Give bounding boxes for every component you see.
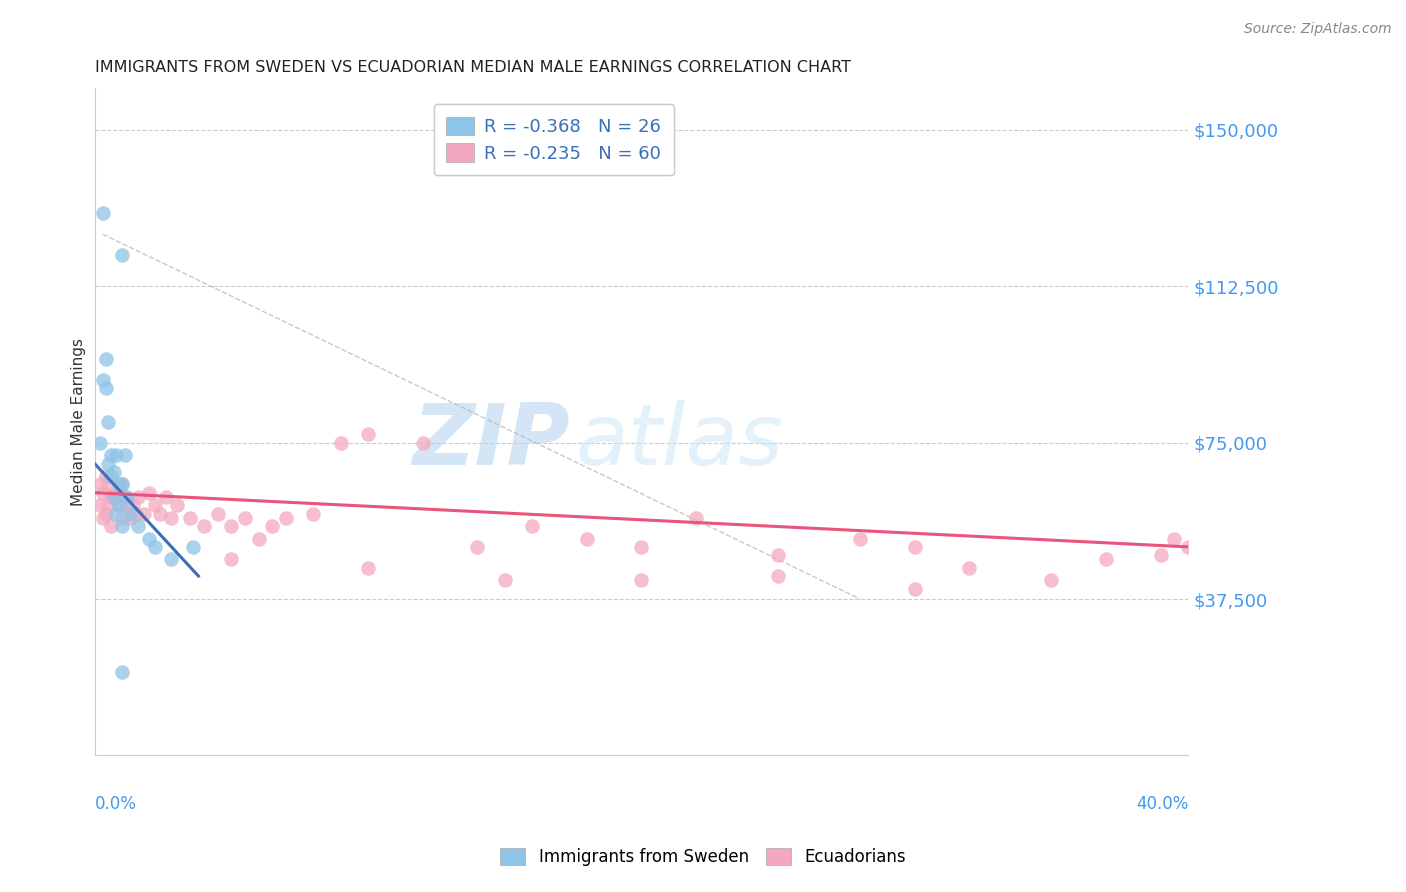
Point bbox=[959, 560, 981, 574]
Point bbox=[97, 457, 120, 471]
Point bbox=[274, 510, 297, 524]
Point bbox=[100, 490, 122, 504]
Point bbox=[97, 415, 120, 429]
Point bbox=[117, 490, 139, 504]
Point bbox=[100, 469, 122, 483]
Point bbox=[904, 540, 927, 554]
Point bbox=[111, 477, 134, 491]
Point bbox=[108, 498, 131, 512]
Point bbox=[160, 510, 183, 524]
Legend: R = -0.368   N = 26, R = -0.235   N = 60: R = -0.368 N = 26, R = -0.235 N = 60 bbox=[434, 104, 673, 175]
Point bbox=[127, 519, 149, 533]
Point bbox=[494, 573, 516, 587]
Text: atlas: atlas bbox=[575, 401, 783, 483]
Point bbox=[120, 507, 142, 521]
Point bbox=[91, 206, 114, 220]
Point bbox=[247, 532, 270, 546]
Point bbox=[120, 510, 142, 524]
Point bbox=[143, 498, 166, 512]
Point bbox=[138, 532, 160, 546]
Point bbox=[111, 248, 134, 262]
Point bbox=[412, 435, 434, 450]
Point bbox=[143, 540, 166, 554]
Point bbox=[1163, 532, 1185, 546]
Point bbox=[904, 582, 927, 596]
Point bbox=[89, 477, 111, 491]
Point bbox=[302, 507, 325, 521]
Point bbox=[94, 352, 117, 367]
Point bbox=[124, 507, 146, 521]
Point bbox=[117, 498, 139, 512]
Point bbox=[149, 507, 172, 521]
Point bbox=[97, 498, 120, 512]
Point bbox=[89, 435, 111, 450]
Legend: Immigrants from Sweden, Ecuadorians: Immigrants from Sweden, Ecuadorians bbox=[492, 840, 914, 875]
Point bbox=[262, 519, 284, 533]
Point bbox=[766, 569, 789, 583]
Point bbox=[849, 532, 872, 546]
Point bbox=[94, 507, 117, 521]
Point bbox=[465, 540, 488, 554]
Point bbox=[138, 485, 160, 500]
Point bbox=[179, 510, 201, 524]
Point bbox=[97, 477, 120, 491]
Point bbox=[103, 465, 125, 479]
Point bbox=[121, 498, 143, 512]
Point bbox=[103, 490, 125, 504]
Point bbox=[1095, 552, 1118, 566]
Point bbox=[94, 469, 117, 483]
Text: Source: ZipAtlas.com: Source: ZipAtlas.com bbox=[1244, 22, 1392, 37]
Point bbox=[132, 507, 155, 521]
Point bbox=[100, 448, 122, 462]
Text: 0.0%: 0.0% bbox=[94, 796, 136, 814]
Point bbox=[1150, 548, 1173, 562]
Point bbox=[575, 532, 598, 546]
Point bbox=[105, 485, 128, 500]
Point bbox=[329, 435, 352, 450]
Point bbox=[111, 519, 134, 533]
Point bbox=[155, 490, 177, 504]
Point bbox=[181, 540, 204, 554]
Point bbox=[357, 560, 380, 574]
Point bbox=[127, 490, 149, 504]
Point bbox=[520, 519, 543, 533]
Point bbox=[111, 665, 134, 679]
Point bbox=[166, 498, 188, 512]
Point bbox=[108, 498, 131, 512]
Point bbox=[111, 510, 134, 524]
Point bbox=[219, 519, 242, 533]
Point bbox=[1177, 540, 1199, 554]
Point bbox=[94, 381, 117, 395]
Point bbox=[193, 519, 215, 533]
Point bbox=[100, 519, 122, 533]
Point bbox=[357, 427, 380, 442]
Point bbox=[91, 485, 114, 500]
Point bbox=[1040, 573, 1063, 587]
Point bbox=[630, 540, 652, 554]
Point bbox=[108, 477, 131, 491]
Point bbox=[91, 510, 114, 524]
Point bbox=[105, 507, 128, 521]
Point bbox=[114, 448, 136, 462]
Text: ZIP: ZIP bbox=[412, 401, 571, 483]
Point bbox=[105, 448, 128, 462]
Text: IMMIGRANTS FROM SWEDEN VS ECUADORIAN MEDIAN MALE EARNINGS CORRELATION CHART: IMMIGRANTS FROM SWEDEN VS ECUADORIAN MED… bbox=[94, 60, 851, 75]
Point bbox=[114, 490, 136, 504]
Point bbox=[91, 373, 114, 387]
Point bbox=[160, 552, 183, 566]
Point bbox=[103, 490, 125, 504]
Y-axis label: Median Male Earnings: Median Male Earnings bbox=[72, 338, 86, 506]
Point bbox=[111, 477, 134, 491]
Point bbox=[89, 498, 111, 512]
Point bbox=[630, 573, 652, 587]
Point bbox=[233, 510, 256, 524]
Text: 40.0%: 40.0% bbox=[1136, 796, 1188, 814]
Point bbox=[766, 548, 789, 562]
Point bbox=[685, 510, 707, 524]
Point bbox=[207, 507, 229, 521]
Point bbox=[219, 552, 242, 566]
